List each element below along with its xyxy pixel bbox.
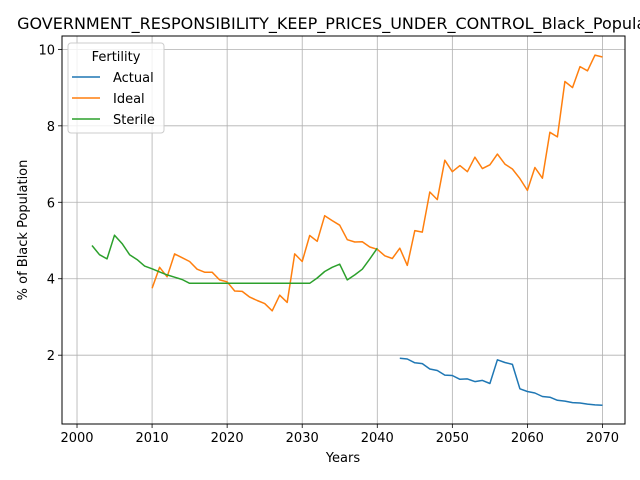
x-tick-label: 2040 — [361, 431, 394, 446]
x-tick-label: 2000 — [60, 431, 93, 446]
y-axis-label: % of Black Population — [16, 160, 31, 301]
chart-title: GOVERNMENT_RESPONSIBILITY_KEEP_PRICES_UN… — [17, 14, 640, 34]
gridlines — [62, 36, 625, 424]
y-axis-ticks: 2 4 6 8 10 — [38, 43, 62, 364]
x-axis-label: Years — [325, 451, 361, 466]
x-tick-label: 2070 — [586, 431, 619, 446]
x-axis-ticks: 2000 2010 2020 2030 2040 2050 2060 2070 — [60, 424, 619, 446]
legend: Fertility Actual Ideal Sterile — [67, 42, 165, 134]
x-tick-label: 2060 — [511, 431, 544, 446]
x-tick-label: 2050 — [436, 431, 469, 446]
x-tick-label: 2030 — [286, 431, 319, 446]
x-tick-label: 2010 — [136, 431, 169, 446]
series-line-actual — [399, 357, 603, 407]
plot-frame — [61, 35, 626, 425]
legend-label-sterile: Sterile — [113, 113, 155, 128]
legend-title: Fertility — [92, 50, 141, 65]
y-tick-label: 10 — [38, 43, 55, 58]
legend-label-ideal: Ideal — [113, 92, 145, 107]
series-layer — [91, 54, 603, 407]
y-tick-label: 8 — [47, 120, 55, 135]
x-tick-label: 2020 — [211, 431, 244, 446]
legend-box — [67, 42, 165, 134]
y-tick-label: 2 — [47, 349, 55, 364]
legend-label-actual: Actual — [113, 71, 154, 86]
y-tick-label: 6 — [47, 196, 55, 211]
series-line-sterile — [91, 234, 378, 285]
y-tick-label: 4 — [47, 273, 55, 288]
